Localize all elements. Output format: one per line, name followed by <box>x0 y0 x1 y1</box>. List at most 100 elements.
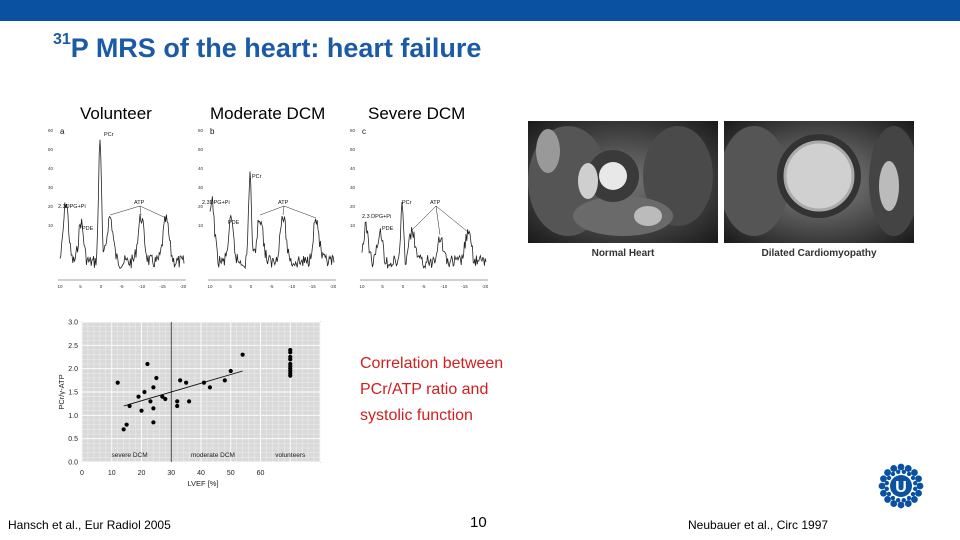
x-tick-label: -15 <box>309 284 316 289</box>
volunteer-point <box>288 373 293 378</box>
y-tick-label: 40 <box>48 166 54 171</box>
data-point <box>139 408 144 413</box>
data-point <box>187 399 192 404</box>
peak-label: PCr <box>402 200 412 206</box>
regression-line <box>123 370 243 407</box>
x-tick-label: -20 <box>180 284 187 289</box>
title-superscript: 31 <box>53 31 71 48</box>
logo-ray-inner <box>895 498 901 503</box>
logo-ray <box>904 465 912 472</box>
x-tick-label: -5 <box>421 284 425 289</box>
x-tick-label: 60 <box>257 470 265 477</box>
logo-ray <box>911 469 918 476</box>
spectrum-trace <box>361 202 487 269</box>
y-tick-label: 20 <box>198 204 204 209</box>
y-tick-label: 10 <box>198 223 204 228</box>
data-point <box>207 385 213 390</box>
data-point <box>201 380 207 385</box>
x-tick-label: -10 <box>139 284 146 289</box>
correlation-line-3: systolic function <box>360 407 473 424</box>
x-tick-label: 0 <box>80 470 84 477</box>
x-tick-label: 0 <box>100 284 103 289</box>
title-text: P MRS of the heart: heart failure <box>70 33 482 63</box>
logo-ray <box>890 465 898 472</box>
spectrum-trace <box>59 139 185 269</box>
atp-pointer-line <box>411 205 437 231</box>
y-tick-label: 2.0 <box>68 366 78 373</box>
x-tick-label: 5 <box>381 284 384 289</box>
data-point <box>178 378 183 383</box>
peak-label: PDE <box>228 220 240 226</box>
data-point <box>136 394 141 399</box>
top-banner <box>0 0 960 21</box>
logo-ray <box>880 475 887 483</box>
logo-ray-inner <box>910 475 916 481</box>
atp-pointer-line <box>282 205 285 216</box>
peak-label: 2.3 DPG+Pi <box>362 214 391 220</box>
university-logo-icon: U <box>878 463 924 509</box>
x-tick-label: -20 <box>482 284 489 289</box>
y-tick-label: 60 <box>48 128 54 133</box>
x-tick-label: 50 <box>227 470 235 477</box>
spectrum-trace <box>209 171 335 270</box>
data-point <box>240 352 245 357</box>
y-tick-label: 60 <box>198 128 204 133</box>
data-point <box>115 380 120 385</box>
data-point <box>145 361 150 367</box>
x-tick-label: -10 <box>441 284 448 289</box>
y-tick-label: 1.5 <box>68 390 78 397</box>
x-tick-label: 0 <box>402 284 405 289</box>
group-label: severe DCM <box>112 452 148 459</box>
peak-label: PDE <box>82 226 94 232</box>
logo-ray-inner <box>884 486 889 491</box>
logo-ray-inner <box>913 481 918 486</box>
correlation-line-2: PCr/ATP ratio and <box>360 381 489 398</box>
atp-pointer-line <box>259 205 285 216</box>
logo-ray <box>915 475 922 483</box>
peak-label: 2.3DPG+Pi <box>58 204 86 210</box>
x-tick-label: -15 <box>461 284 468 289</box>
logo-ray <box>878 482 886 490</box>
mri-caption-dilated: Dilated Cardiomyopathy <box>761 248 877 259</box>
peak-label: ATP <box>430 200 441 206</box>
group-label: volunteers <box>275 452 306 459</box>
y-tick-label: 0.5 <box>68 436 78 443</box>
logo-ray <box>904 500 912 507</box>
x-tick-label: 40 <box>197 470 205 477</box>
x-tick-label: -5 <box>269 284 273 289</box>
y-tick-label: 30 <box>198 185 204 190</box>
y-tick-label: 50 <box>198 147 204 152</box>
logo-ray-inner <box>886 491 892 497</box>
logo-ray-inner <box>910 491 916 497</box>
y-tick-label: 1.0 <box>68 413 78 420</box>
data-point <box>154 375 159 381</box>
logo-ray-inner <box>901 498 906 503</box>
data-point <box>151 385 156 390</box>
y-tick-label: 60 <box>350 128 356 133</box>
x-tick-label: 5 <box>79 284 82 289</box>
peak-label: 2.3DPG+Pi <box>202 200 230 206</box>
data-point <box>151 406 156 411</box>
correlation-text: Correlation between PCr/ATP ratio and sy… <box>360 351 503 429</box>
x-tick-label: 10 <box>359 284 365 289</box>
footer-right-citation: Neubauer et al., Circ 1997 <box>688 518 829 532</box>
atp-pointer-line <box>283 205 317 219</box>
logo-ray <box>915 489 922 497</box>
logo-ray-inner <box>906 471 912 477</box>
data-point <box>148 399 153 404</box>
peak-label: PCr <box>252 174 262 180</box>
y-tick-label: 0.0 <box>68 460 78 467</box>
data-point <box>142 389 147 395</box>
peak-label: PCr <box>104 132 114 138</box>
x-tick-label: 30 <box>167 470 175 477</box>
logo-ray-inner <box>901 469 907 474</box>
slide-title: 31P MRS of the heart: heart failure <box>53 31 482 64</box>
y-tick-label: 3.0 <box>68 320 78 327</box>
atp-pointer-line <box>139 205 167 219</box>
logo-ray <box>884 496 891 503</box>
mri-dilated-cardiomyopathy-image <box>724 121 914 243</box>
